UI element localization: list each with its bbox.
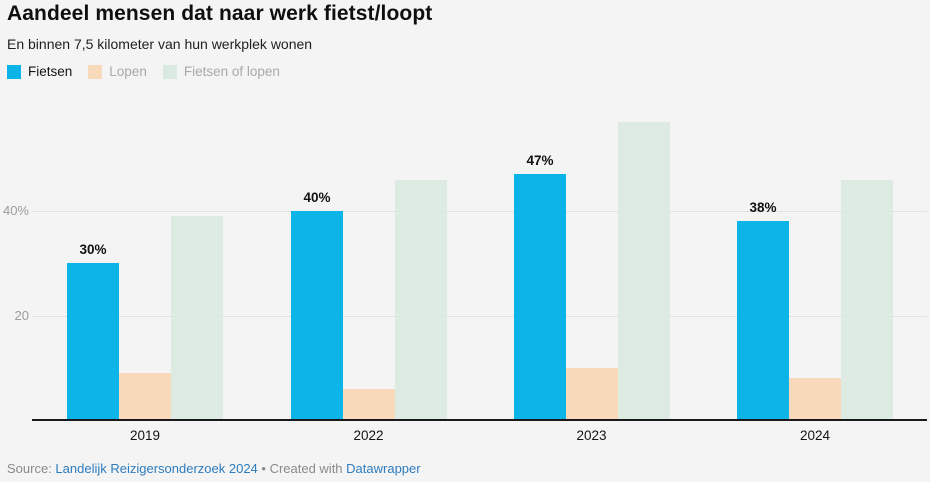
bar-lopen-2024[interactable] [789, 378, 841, 420]
datawrapper-link[interactable]: Datawrapper [346, 461, 421, 476]
x-axis-line [32, 419, 927, 421]
x-axis-tick-label-2019: 2019 [129, 428, 161, 443]
bar-value-label: 47% [526, 153, 554, 168]
gridline-40 [32, 211, 927, 212]
source-link[interactable]: Landelijk Reizigersonderzoek 2024 [55, 461, 258, 476]
gridline-20 [32, 316, 927, 317]
y-axis-tick-label: 20 [14, 308, 29, 323]
legend-item-fietsen[interactable]: Fietsen [7, 64, 72, 79]
x-axis-tick-label-2022: 2022 [353, 428, 384, 443]
bar-lopen-2019[interactable] [119, 373, 171, 420]
legend-item-label: Fietsen [28, 64, 73, 79]
chart-title: Aandeel mensen dat naar werk fietst/loop… [7, 2, 433, 25]
bar-lopen-2023[interactable] [566, 368, 618, 420]
footer-separator: • [257, 461, 270, 476]
footer: Source: Landelijk Reizigersonderzoek 202… [7, 461, 421, 476]
bar-fietsen-of-lopen-2024[interactable] [841, 180, 893, 420]
bar-fietsen-2022[interactable] [291, 211, 343, 420]
bar-value-label: 30% [79, 242, 107, 257]
bar-fietsen-of-lopen-2023[interactable] [618, 122, 670, 420]
legend-swatch-icon [162, 64, 177, 79]
legend-swatch-icon [7, 64, 21, 79]
legend-item-label: Lopen [109, 64, 147, 79]
legend: Fietsen Lopen Fietsen of lopen [7, 64, 280, 79]
bar-fietsen-of-lopen-2019[interactable] [171, 216, 223, 420]
legend-item-fietsen-of-lopen[interactable]: Fietsen of lopen [162, 64, 280, 79]
bar-fietsen-2019[interactable] [67, 263, 119, 420]
bar-lopen-2022[interactable] [343, 389, 395, 420]
x-axis-tick-label-2023: 2023 [576, 428, 607, 443]
bar-fietsen-2024[interactable] [737, 221, 789, 420]
bar-fietsen-2023[interactable] [514, 174, 566, 420]
bar-fietsen-of-lopen-2022[interactable] [395, 180, 447, 420]
source-label: Source: [7, 461, 56, 476]
legend-item-lopen[interactable]: Lopen [88, 64, 147, 79]
bar-value-label: 40% [303, 190, 331, 205]
legend-swatch-icon [88, 64, 103, 79]
bar-value-label: 38% [749, 200, 777, 215]
chart-subtitle: En binnen 7,5 kilometer van hun werkplek… [7, 36, 313, 52]
legend-item-label: Fietsen of lopen [183, 64, 280, 79]
y-axis-tick-label: 40% [2, 203, 29, 218]
x-axis-tick-label-2024: 2024 [799, 428, 831, 443]
created-with-label: Created with [269, 461, 347, 476]
